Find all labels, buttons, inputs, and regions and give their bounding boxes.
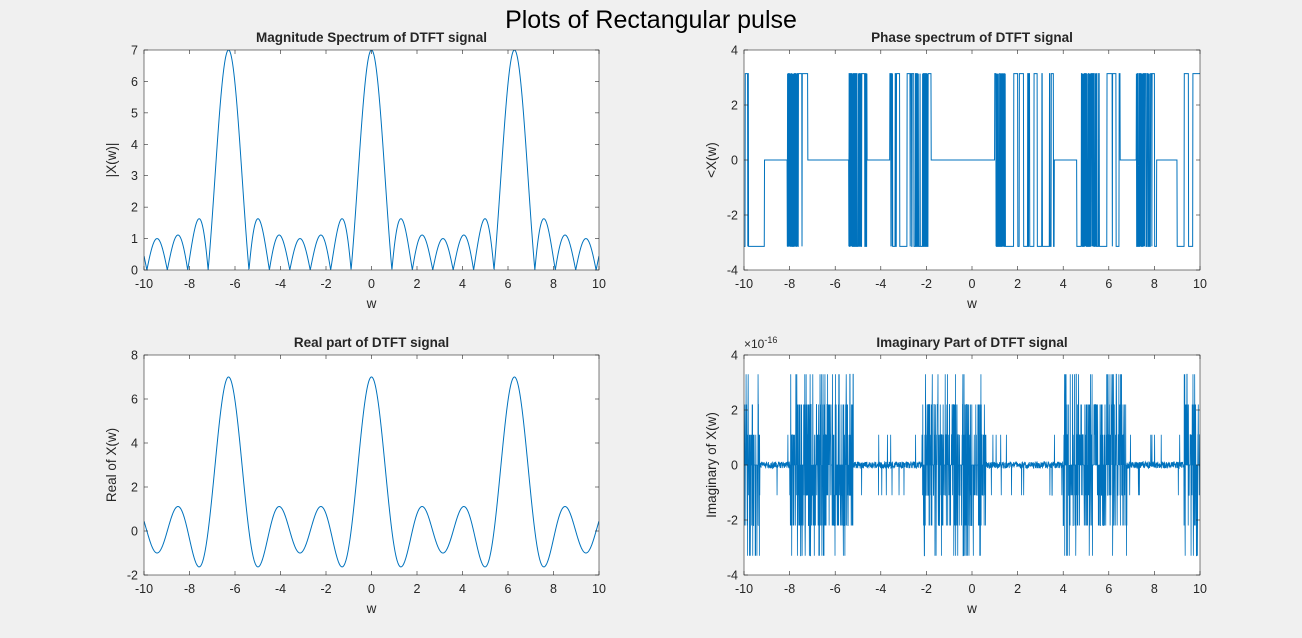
- x-tick-label: 6: [505, 582, 512, 596]
- x-tick-label: -10: [135, 582, 153, 596]
- y-tick-label: 2: [731, 404, 738, 418]
- y-tick-label: 1: [131, 232, 138, 246]
- y-tick-label: -2: [727, 514, 738, 528]
- x-tick-label: -6: [830, 277, 841, 291]
- y-axis-label: Real of X(w): [104, 428, 119, 502]
- x-tick-label: 10: [1193, 582, 1207, 596]
- x-tick-label: -4: [875, 277, 886, 291]
- y-axis-label: <X(w): [704, 142, 719, 178]
- x-axis-label: w: [366, 601, 377, 616]
- y-exponent-power: -16: [764, 335, 777, 345]
- x-tick-label: 2: [414, 582, 421, 596]
- x-tick-label: 4: [1060, 277, 1067, 291]
- x-tick-label: 4: [459, 277, 466, 291]
- y-tick-label: 5: [131, 106, 138, 120]
- subplot-phase[interactable]: -10 -8 -6 -4 -2 0 2 4 6 8 10 -4 -2 0 2 4 Phase spectrum …: [704, 30, 1207, 311]
- x-tick-label: -6: [229, 277, 240, 291]
- subplot-title: Imaginary Part of DTFT signal: [876, 335, 1067, 350]
- y-exponent-label: ×10-16: [744, 335, 777, 351]
- subplot-title: Real part of DTFT signal: [294, 335, 449, 350]
- plot-area: [144, 50, 599, 270]
- x-axis-label: w: [966, 296, 977, 311]
- y-tick-label: 4: [131, 138, 138, 152]
- x-tick-label: 6: [505, 277, 512, 291]
- x-tick-label: 2: [1014, 277, 1021, 291]
- x-tick-label: 4: [459, 582, 466, 596]
- x-tick-label: -10: [735, 277, 753, 291]
- x-tick-label: 2: [1014, 582, 1021, 596]
- x-tick-label: -6: [229, 582, 240, 596]
- x-tick-label: 8: [550, 277, 557, 291]
- x-axis-label: w: [366, 296, 377, 311]
- subplot-magnitude[interactable]: -10 -8 -6 -4 -2 0 2 4 6 8 10 0 1 2 3 4 5 6 7 Magnitude Spec…: [104, 30, 606, 311]
- subplot-imaginary-part[interactable]: -10 -8 -6 -4 -2 0 2 4 6 8 10 -4 -2 0 2 4 ×10-16 Imaginary…: [704, 335, 1207, 616]
- x-tick-label: -4: [275, 277, 286, 291]
- y-tick-label: 2: [131, 201, 138, 215]
- y-axis-label: Imaginary of X(w): [704, 412, 719, 518]
- y-tick-label: 7: [131, 44, 138, 58]
- x-tick-label: 6: [1105, 277, 1112, 291]
- series-line: [744, 73, 1200, 247]
- x-tick-label: -4: [875, 582, 886, 596]
- series-line: [144, 50, 599, 270]
- data-layer: [744, 73, 1200, 247]
- x-tick-label: 4: [1060, 582, 1067, 596]
- x-tick-label: 10: [592, 582, 606, 596]
- x-tick-label: -6: [830, 582, 841, 596]
- x-tick-label: 8: [1151, 582, 1158, 596]
- data-layer: [144, 376, 599, 568]
- x-tick-label: -10: [135, 277, 153, 291]
- x-tick-label: 0: [969, 582, 976, 596]
- figure-title: Plots of Rectangular pulse: [505, 6, 797, 34]
- x-tick-label: -2: [921, 277, 932, 291]
- x-tick-label: -2: [320, 277, 331, 291]
- y-exponent-prefix: ×10: [744, 337, 765, 351]
- x-tick-label: -8: [784, 582, 795, 596]
- series-line: [144, 376, 599, 568]
- data-layer: [144, 50, 599, 270]
- y-tick-label: 6: [131, 75, 138, 89]
- x-tick-label: 0: [969, 277, 976, 291]
- subplot-title: Phase spectrum of DTFT signal: [871, 30, 1073, 45]
- x-tick-label: 8: [550, 582, 557, 596]
- x-tick-label: -8: [184, 277, 195, 291]
- y-tick-label: -2: [127, 569, 138, 583]
- x-tick-label: 10: [1193, 277, 1207, 291]
- x-tick-label: -10: [735, 582, 753, 596]
- y-tick-label: 3: [131, 169, 138, 183]
- subplot-real-part[interactable]: -10 -8 -6 -4 -2 0 2 4 6 8 10 -2 0 2 4 6 8 Real part of DT…: [104, 335, 606, 616]
- y-axis-label: |X(w)|: [104, 143, 119, 178]
- plot-area: [144, 355, 599, 575]
- x-tick-label: 8: [1151, 277, 1158, 291]
- y-tick-label: 2: [731, 99, 738, 113]
- y-tick-label: 0: [731, 154, 738, 168]
- x-tick-label: -2: [921, 582, 932, 596]
- y-tick-label: -2: [727, 209, 738, 223]
- x-tick-label: -8: [784, 277, 795, 291]
- y-tick-label: 4: [731, 349, 738, 363]
- x-tick-label: 2: [414, 277, 421, 291]
- subplot-title: Magnitude Spectrum of DTFT signal: [256, 30, 487, 45]
- x-tick-label: -8: [184, 582, 195, 596]
- y-tick-label: 8: [131, 349, 138, 363]
- x-tick-label: 0: [368, 277, 375, 291]
- y-tick-label: 0: [131, 264, 138, 278]
- x-tick-label: -4: [275, 582, 286, 596]
- data-layer: [744, 373, 1200, 557]
- x-tick-label: -2: [320, 582, 331, 596]
- x-axis-label: w: [966, 601, 977, 616]
- y-tick-label: 4: [731, 44, 738, 58]
- x-tick-label: 0: [368, 582, 375, 596]
- y-tick-label: 6: [131, 393, 138, 407]
- y-tick-label: 4: [131, 437, 138, 451]
- series-line: [744, 373, 1200, 557]
- y-tick-label: -4: [727, 264, 738, 278]
- x-tick-label: 6: [1105, 582, 1112, 596]
- x-tick-label: 10: [592, 277, 606, 291]
- y-tick-label: 0: [131, 525, 138, 539]
- y-tick-label: -4: [727, 569, 738, 583]
- y-tick-label: 0: [731, 459, 738, 473]
- y-tick-label: 2: [131, 481, 138, 495]
